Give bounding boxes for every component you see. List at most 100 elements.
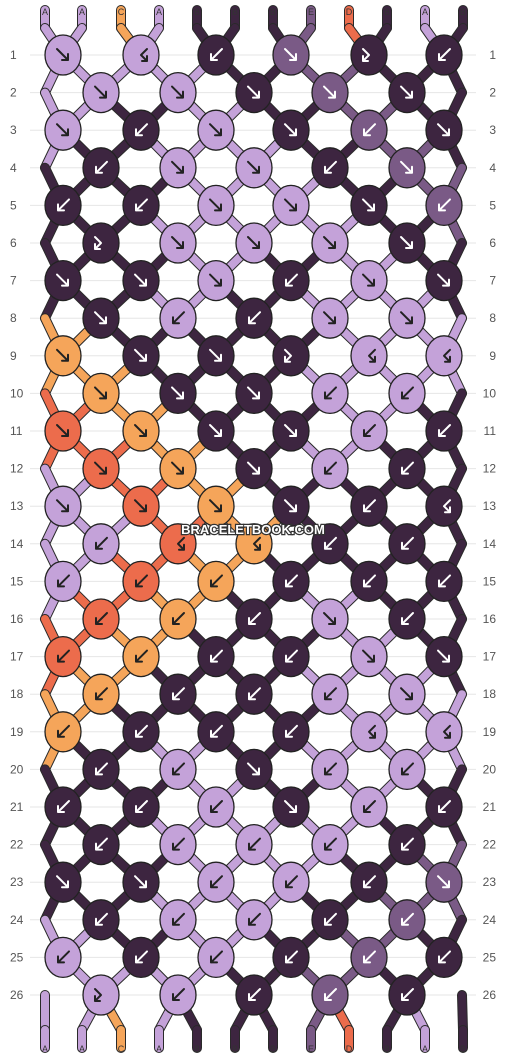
row-label-left: 8 (10, 311, 17, 325)
knot-arrow-icon (56, 48, 69, 61)
knot-arrow-icon (253, 536, 261, 551)
knot (82, 899, 120, 941)
knot (235, 147, 273, 189)
knot (235, 523, 273, 565)
row-label-left: 11 (10, 424, 23, 438)
knot-arrow-icon (248, 988, 261, 1001)
knot-arrow-icon (135, 574, 148, 588)
knot-arrow-icon (324, 988, 337, 1001)
knot (235, 673, 273, 715)
knot (425, 259, 463, 302)
knot (159, 71, 197, 114)
knot-arrow-icon (210, 875, 223, 889)
knot-arrow-icon (135, 649, 148, 663)
knot-arrow-icon (171, 85, 184, 99)
knot-arrow-icon (248, 912, 261, 926)
knot (425, 184, 463, 227)
knot-arrow-icon (284, 348, 292, 363)
knot (197, 34, 235, 76)
knot-arrow-icon (172, 912, 185, 926)
knot-arrow-icon (400, 236, 413, 249)
knot (388, 523, 426, 565)
knot-arrow-icon (247, 461, 260, 475)
row-label-left: 15 (10, 574, 24, 588)
knot (159, 598, 197, 640)
row-label-left: 25 (10, 950, 24, 964)
knot-arrow-icon (134, 499, 147, 513)
knot (159, 673, 197, 715)
knot-arrow-icon (248, 612, 261, 625)
knot-arrow-icon (324, 762, 337, 776)
knot (159, 823, 197, 866)
knot-arrow-icon (324, 461, 337, 475)
knot (388, 222, 426, 264)
knot-arrow-icon (209, 348, 222, 362)
knot-arrow-icon (285, 950, 298, 964)
thread-letter-bottom: A (422, 1044, 428, 1054)
knot-arrow-icon (284, 198, 297, 212)
knot-arrow-icon (284, 800, 297, 813)
knot (159, 147, 197, 189)
knot-arrow-icon (94, 461, 107, 475)
knot-arrow-icon (438, 48, 451, 61)
row-label-left: 7 (10, 274, 17, 288)
knot-arrow-icon (177, 536, 185, 551)
knot (197, 485, 235, 527)
thread-letter-bottom: B (232, 1044, 238, 1054)
knot (311, 673, 349, 715)
row-label-right: 6 (489, 236, 496, 250)
knot (197, 184, 235, 227)
knot-arrow-icon (135, 724, 148, 738)
row-label-left: 9 (10, 349, 17, 363)
thread-letter-bottom: D (346, 1044, 353, 1054)
thread-letter-bottom: A (156, 1044, 162, 1054)
thread-letter-top: A (79, 7, 85, 17)
knot (159, 748, 197, 791)
row-label-left: 1 (10, 48, 17, 62)
row-label-left: 21 (10, 800, 24, 814)
knot-arrow-icon (172, 612, 185, 625)
knot (425, 34, 463, 76)
knot (159, 222, 197, 264)
knot-arrow-icon (171, 386, 184, 400)
knot-arrow-icon (284, 499, 297, 513)
knot (425, 861, 463, 903)
knot (272, 410, 310, 452)
knot (272, 184, 310, 227)
thread-letter-bottom: B (194, 1044, 200, 1054)
row-label-left: 10 (10, 386, 24, 400)
knot-arrow-icon (324, 160, 337, 174)
knot (122, 560, 160, 603)
knot (388, 899, 426, 941)
knot (122, 861, 160, 903)
knot-arrow-icon (401, 461, 414, 475)
thread-letter-top: D (346, 7, 353, 17)
knot-arrow-icon (95, 687, 108, 701)
knot (122, 936, 160, 979)
row-label-right: 5 (489, 198, 496, 212)
knot (235, 297, 273, 339)
knot-arrow-icon (400, 311, 413, 325)
knot (311, 447, 349, 490)
knot (388, 372, 426, 415)
knot (44, 109, 82, 151)
knot-arrow-icon (363, 123, 376, 137)
row-label-right: 26 (483, 988, 497, 1002)
knot-arrow-icon (324, 386, 337, 400)
knot (350, 34, 388, 76)
knot-arrow-icon (401, 912, 414, 926)
knot (235, 899, 273, 941)
knot (388, 447, 426, 490)
knot (197, 410, 235, 452)
knot (159, 523, 197, 565)
row-label-right: 25 (483, 950, 497, 964)
knot (44, 711, 82, 753)
knot (235, 71, 273, 114)
knot-arrow-icon (210, 724, 223, 738)
knot (235, 748, 273, 791)
row-label-left: 20 (10, 762, 24, 776)
thread-letter-top: A (42, 7, 48, 17)
knot-arrow-icon (285, 724, 298, 738)
knot-arrow-icon (247, 85, 260, 99)
